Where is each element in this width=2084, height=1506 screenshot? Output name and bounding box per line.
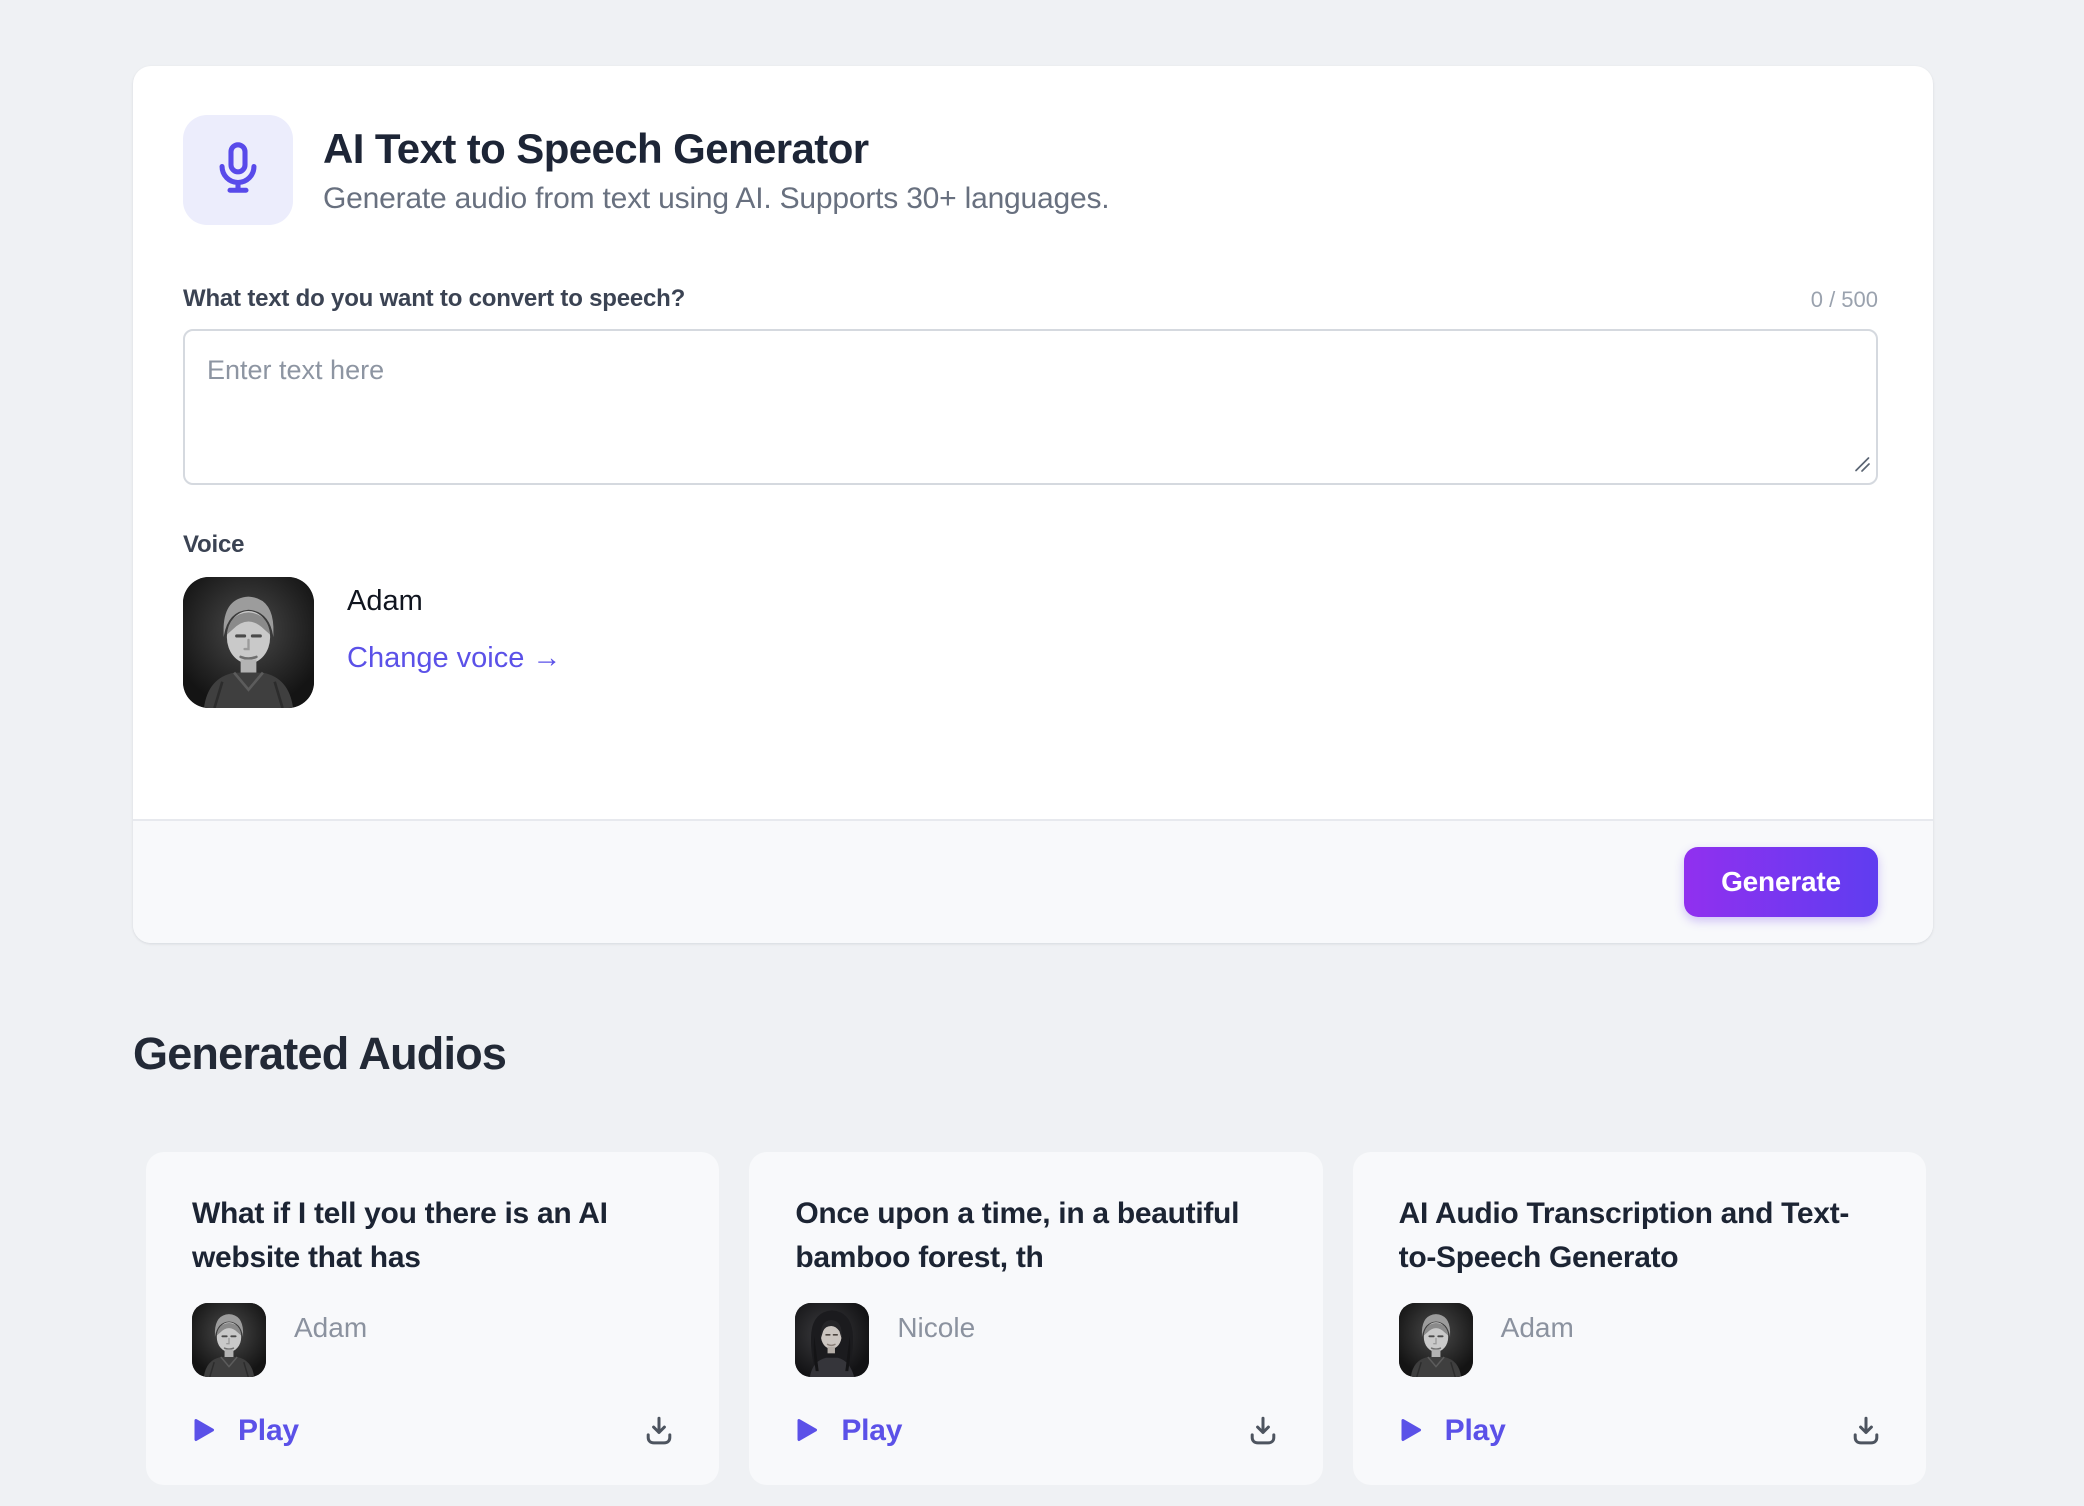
generator-footer: Generate (133, 819, 1933, 943)
play-label: Play (1444, 1414, 1506, 1447)
audio-voice-row: Nicole (795, 1303, 1280, 1377)
tts-generator-body: AI Text to Speech Generator Generate aud… (133, 66, 1933, 819)
audio-voice-avatar (1398, 1303, 1473, 1377)
play-button[interactable]: Play (192, 1414, 299, 1448)
char-counter: 0 / 500 (1810, 287, 1878, 312)
download-icon (1848, 1416, 1884, 1452)
play-label: Play (238, 1414, 299, 1447)
microphone-icon-box (183, 115, 293, 225)
download-icon (641, 1416, 677, 1452)
play-icon (192, 1417, 216, 1446)
audio-voice-name: Nicole (897, 1312, 976, 1343)
audio-card: What if I tell you there is an AI websit… (146, 1152, 720, 1485)
selected-voice-avatar (183, 577, 314, 708)
generate-button[interactable]: Generate (1684, 847, 1878, 917)
audio-voice-name: Adam (294, 1312, 368, 1343)
audio-title: AI Audio Transcription and Text-to-Speec… (1398, 1197, 1850, 1274)
audio-voice-row: Adam (192, 1303, 677, 1377)
audio-voice-avatar (192, 1303, 266, 1377)
selected-voice-name: Adam (347, 585, 423, 617)
generator-header: AI Text to Speech Generator Generate aud… (183, 115, 1878, 225)
prompt-label: What text do you want to convert to spee… (183, 285, 686, 312)
audio-card: Once upon a time, in a beautiful bamboo … (749, 1152, 1323, 1485)
audio-voice-avatar (795, 1303, 870, 1377)
change-voice-link[interactable]: Change voice → (347, 642, 562, 674)
audio-actions-row: Play (795, 1413, 1280, 1449)
audio-title: Once upon a time, in a beautiful bamboo … (795, 1197, 1240, 1274)
download-icon (1245, 1416, 1281, 1452)
microphone-icon (209, 139, 267, 202)
audio-voice-name: Adam (1500, 1312, 1574, 1343)
generator-heading-text: AI Text to Speech Generator Generate aud… (323, 124, 1110, 216)
download-button[interactable] (1245, 1413, 1281, 1449)
generated-audios-grid: What if I tell you there is an AI websit… (146, 1152, 1926, 1485)
audio-actions-row: Play (192, 1413, 677, 1449)
play-button[interactable]: Play (1399, 1414, 1506, 1448)
text-input-wrap (183, 329, 1878, 485)
prompt-label-row: What text do you want to convert to spee… (183, 285, 1878, 313)
play-icon (795, 1417, 819, 1446)
audio-actions-row: Play (1399, 1413, 1884, 1449)
audio-voice-row: Adam (1398, 1303, 1884, 1377)
voice-section: Voice Adam Change voice → (183, 531, 1878, 708)
generated-audios-heading: Generated Audios (133, 1028, 507, 1079)
audio-card: AI Audio Transcription and Text-to-Speec… (1352, 1152, 1926, 1485)
selected-voice-row: Adam Change voice → (183, 577, 1878, 708)
voice-section-label: Voice (183, 531, 245, 558)
play-button[interactable]: Play (795, 1414, 902, 1448)
page-title: AI Text to Speech Generator (323, 124, 869, 172)
play-icon (1399, 1417, 1423, 1446)
tts-generator-card: AI Text to Speech Generator Generate aud… (133, 66, 1933, 943)
page-subtitle: Generate audio from text using AI. Suppo… (323, 181, 1110, 215)
download-button[interactable] (1848, 1413, 1884, 1449)
download-button[interactable] (641, 1413, 677, 1449)
play-label: Play (841, 1414, 903, 1447)
selected-voice-info: Adam Change voice → (347, 577, 561, 675)
text-input[interactable] (183, 329, 1878, 485)
audio-title: What if I tell you there is an AI websit… (192, 1197, 608, 1274)
